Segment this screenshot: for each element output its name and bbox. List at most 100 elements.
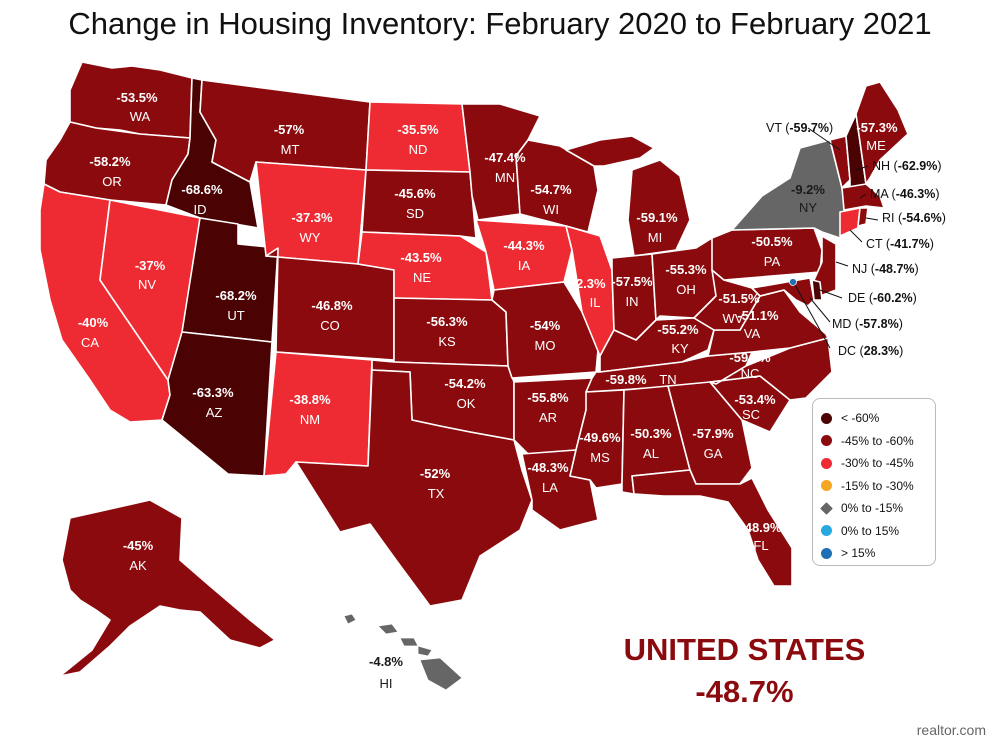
source-credit: realtor.com [916,722,986,738]
svg-text:-52%: -52% [420,466,451,481]
map-title: Change in Housing Inventory: February 20… [68,6,932,41]
label-wv: -51.5% WV [718,291,760,326]
state-ct[interactable] [839,207,861,237]
svg-text:-51.1%: -51.1% [737,308,779,323]
state-ri[interactable] [857,207,869,227]
svg-text:TN: TN [659,372,676,387]
label-ne: -43.5% NE [400,250,442,285]
label-hi: -4.8% HI [369,654,403,691]
legend-label: -45% to -60% [841,433,914,448]
svg-text:-56.3%: -56.3% [426,314,468,329]
svg-text:-45.6%: -45.6% [394,186,436,201]
svg-text:VA: VA [744,326,761,341]
svg-text:-57%: -57% [274,122,305,137]
state-ks[interactable] [393,297,509,367]
svg-text:-54%: -54% [530,318,561,333]
svg-text:MO: MO [535,338,556,353]
svg-text:IN: IN [626,294,639,309]
svg-text:AZ: AZ [206,405,223,420]
svg-text:-49.6%: -49.6% [579,430,621,445]
svg-text:-54.2%: -54.2% [444,376,486,391]
callout-de: DE (-60.2%) [848,291,917,305]
svg-text:-37%: -37% [135,258,166,273]
svg-text:-59.1%: -59.1% [636,210,678,225]
state-ma[interactable] [841,183,885,211]
state-dc[interactable] [789,278,797,286]
label-va: -51.1% VA [737,308,779,341]
svg-text:-4.8%: -4.8% [369,654,403,669]
svg-text:SC: SC [742,407,760,422]
svg-text:-57.9%: -57.9% [692,426,734,441]
state-nc[interactable] [709,337,833,401]
legend-label: -15% to -30% [841,478,914,493]
label-al: -50.3% AL [630,426,672,461]
svg-text:SD: SD [406,206,424,221]
label-pa: -50.5% PA [751,234,793,269]
svg-text:-53.4%: -53.4% [734,392,776,407]
label-az: -63.3% AZ [192,385,234,420]
state-mi-up[interactable] [565,135,655,167]
label-sd: -45.6% SD [394,186,436,221]
svg-text:-45%: -45% [123,538,154,553]
label-ny: -9.2% NY [791,182,825,215]
label-ok: -54.2% OK [444,376,486,411]
svg-text:-57.3%: -57.3% [856,120,898,135]
svg-text:PA: PA [764,254,781,269]
svg-text:OK: OK [457,396,476,411]
state-az[interactable] [161,331,273,477]
svg-text:OH: OH [676,282,696,297]
svg-text:MT: MT [281,142,300,157]
svg-text:WV: WV [723,311,744,326]
state-fl[interactable] [631,469,793,587]
svg-text:ND: ND [409,142,428,157]
label-mt: -57% MT [274,122,305,157]
svg-text:-55.2%: -55.2% [657,322,699,337]
legend-swatch [820,501,833,515]
state-tx[interactable] [295,369,533,607]
state-me[interactable] [855,81,909,185]
svg-text:-48.3%: -48.3% [527,460,569,475]
label-ut: -68.2% UT [215,288,257,323]
callout-md: MD (-57.8%) [832,317,903,331]
state-ak[interactable] [59,499,276,677]
state-ia[interactable] [475,219,573,291]
state-sd[interactable] [361,169,477,239]
legend-swatch [821,480,832,492]
svg-text:LA: LA [542,480,558,495]
state-nd[interactable] [365,101,471,173]
svg-text:-51.5%: -51.5% [718,291,760,306]
svg-text:WY: WY [300,230,321,245]
state-labels: -53.5% WA -58.2% OR -40% CA -37% NV -68.6% ID… [78,90,898,691]
svg-text:ID: ID [194,202,207,217]
state-md[interactable] [751,277,815,307]
svg-text:IA: IA [518,258,531,273]
svg-text:-54.7%: -54.7% [530,182,572,197]
state-mi[interactable] [627,159,691,257]
svg-text:-57.5%: -57.5% [611,274,653,289]
label-ak: -45% AK [123,538,154,573]
svg-text:OR: OR [102,174,122,189]
state-hi[interactable] [343,613,463,691]
svg-text:NM: NM [300,412,320,427]
svg-text:NC: NC [741,366,760,381]
label-fl: -48.9% FL [740,520,782,553]
legend-swatch [821,457,832,469]
svg-text:-68.6%: -68.6% [181,182,223,197]
legend-item: < -60% [821,407,927,430]
label-mi: -59.1% MI [636,210,678,245]
legend-item: 0% to -15% [820,497,927,520]
state-ny[interactable] [731,139,847,239]
label-co: -46.8% CO [311,298,353,333]
svg-text:-48.9%: -48.9% [740,520,782,535]
svg-text:KY: KY [671,341,689,356]
label-nc: -59.1%NC [729,350,771,381]
svg-text:FL: FL [753,538,768,553]
svg-text:ME: ME [866,138,886,153]
svg-text:-50.5%: -50.5% [751,234,793,249]
svg-text:-35.5%: -35.5% [397,122,439,137]
svg-text:KS: KS [438,334,456,349]
svg-text:AK: AK [129,558,147,573]
svg-text:AR: AR [539,410,557,425]
state-mo[interactable] [491,281,599,379]
